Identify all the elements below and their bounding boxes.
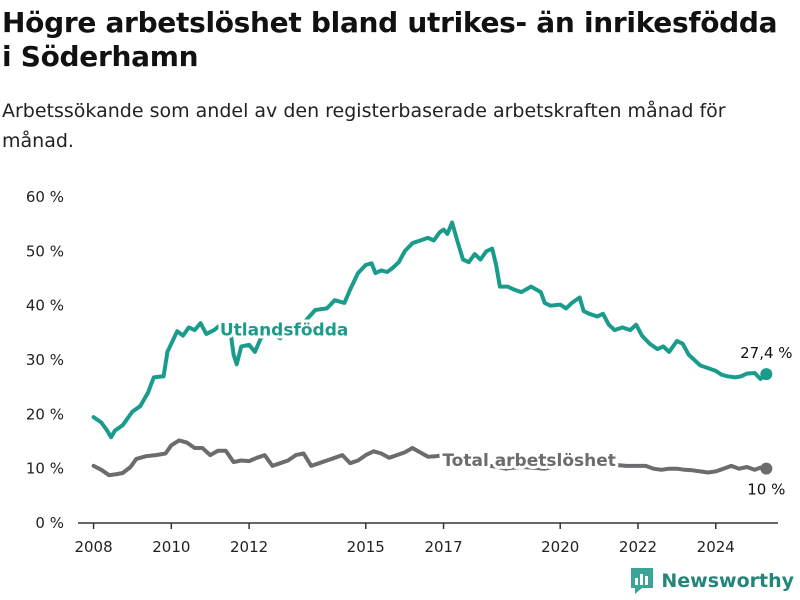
x-tick-label: 2017 <box>424 538 462 556</box>
end-value-label-total: 10 % <box>747 481 785 499</box>
series-end-point <box>760 462 773 475</box>
chart-series <box>91 220 773 478</box>
y-tick-label: 30 % <box>26 351 64 369</box>
y-tick-label: 20 % <box>26 405 64 423</box>
newsworthy-icon <box>631 568 654 594</box>
x-tick-label: 2008 <box>74 538 112 556</box>
y-tick-label: 60 % <box>26 188 64 206</box>
x-tick-label: 2022 <box>619 538 657 556</box>
chart-subtitle: Arbetssökande som andel av den registerb… <box>2 100 726 152</box>
y-tick-label: 0 % <box>35 514 64 532</box>
series-label-total: Total arbetslöshet <box>442 451 616 471</box>
series-line-utlandsfodda <box>91 220 769 440</box>
chart-title: Högre arbetslöshet bland utrikes- än inr… <box>2 6 778 73</box>
x-tick-label: 2010 <box>152 538 190 556</box>
y-tick-label: 50 % <box>26 242 64 260</box>
x-tick-label: 2020 <box>541 538 579 556</box>
brand-name: Newsworthy <box>661 570 794 592</box>
x-tick-label: 2015 <box>347 538 385 556</box>
series-end-point <box>760 368 773 381</box>
series-line-total <box>91 438 769 478</box>
series-label-utlandsfodda: Utlandsfödda <box>220 321 349 341</box>
x-tick-label: 2024 <box>697 538 735 556</box>
end-value-label-utlandsfodda: 27,4 % <box>740 344 792 362</box>
y-tick-label: 10 % <box>26 460 64 478</box>
y-tick-label: 40 % <box>26 297 64 315</box>
chart-labels: Utlandsfödda Total arbetslöshet 27,4 % 10 % <box>217 318 793 499</box>
newsworthy-logo: Newsworthy <box>629 566 794 596</box>
chart-axes: 0 % 10 % 20 % 30 % 40 % 50 % 60 % 2008 2010 2012 2… <box>26 188 778 556</box>
x-tick-label: 2012 <box>230 538 268 556</box>
